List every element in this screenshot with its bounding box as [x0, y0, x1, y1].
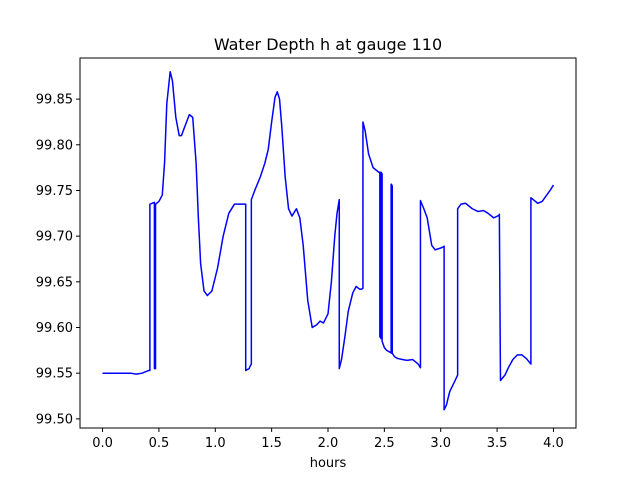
x-axis: 0.0 0.5 1.0 1.5 2.0 2.5 3.0 3.5 4.0	[92, 428, 564, 451]
y-tick-label: 99.60	[36, 321, 73, 336]
y-tick-label: 99.75	[36, 184, 73, 199]
y-axis: 99.50 99.55 99.60 99.65 99.70 99.75 99.80 99.85	[36, 93, 80, 427]
chart-title: Water Depth h at gauge 110	[214, 35, 442, 54]
x-tick-label: 1.0	[205, 436, 226, 451]
y-tick-label: 99.80	[36, 138, 73, 153]
y-tick-label: 99.70	[36, 230, 73, 245]
x-tick-label: 0.0	[92, 436, 113, 451]
plot-series	[102, 70, 555, 411]
y-tick-label: 99.85	[36, 93, 73, 108]
x-tick-label: 3.5	[487, 436, 508, 451]
y-tick-label: 99.50	[36, 412, 73, 427]
x-axis-label: hours	[310, 456, 347, 471]
x-tick-label: 3.0	[430, 436, 451, 451]
x-tick-label: 2.0	[318, 436, 339, 451]
y-tick-label: 99.65	[36, 275, 73, 290]
x-tick-label: 4.0	[543, 436, 564, 451]
x-tick-label: 2.5	[374, 436, 395, 451]
x-tick-label: 1.5	[261, 436, 282, 451]
y-tick-label: 99.55	[36, 367, 73, 382]
plot-area-frame	[79, 57, 577, 429]
x-tick-label: 0.5	[149, 436, 170, 451]
water-depth-line	[102, 70, 555, 411]
